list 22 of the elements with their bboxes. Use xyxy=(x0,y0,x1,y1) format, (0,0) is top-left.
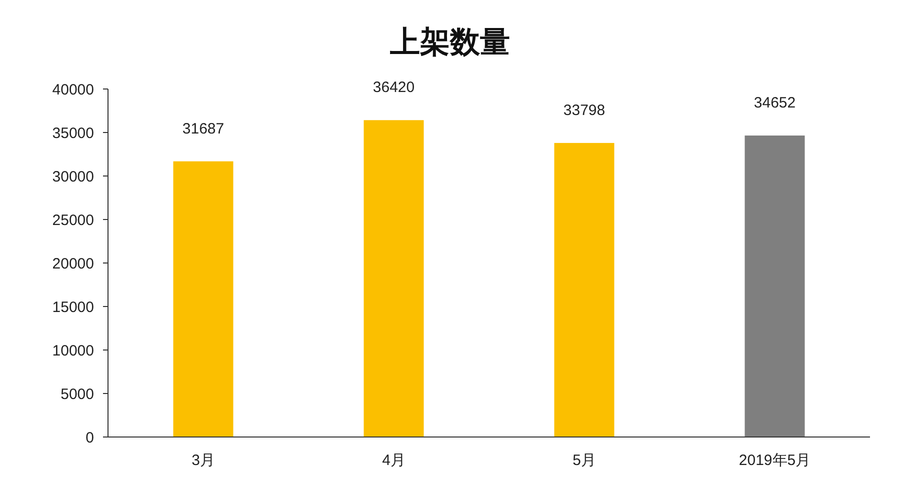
x-tick-label: 3月 xyxy=(192,452,215,469)
y-tick-label: 5000 xyxy=(60,386,94,403)
bar xyxy=(554,142,614,437)
data-label: 36420 xyxy=(372,79,415,96)
y-tick-label: 40000 xyxy=(52,81,94,98)
x-tick-label: 5月 xyxy=(572,452,596,469)
y-tick-label: 30000 xyxy=(52,168,94,186)
bar xyxy=(744,136,805,437)
chart-title: 上架数量 xyxy=(389,26,510,59)
x-tick-label: 2019年5月 xyxy=(738,452,811,469)
y-tick-label: 35000 xyxy=(52,124,94,142)
y-tick-label: 25000 xyxy=(52,212,94,229)
data-label: 31687 xyxy=(182,120,224,138)
y-tick-label: 10000 xyxy=(52,342,94,360)
bar xyxy=(364,120,424,437)
y-tick-label: 0 xyxy=(86,429,94,446)
y-tick-label: 20000 xyxy=(52,255,94,272)
x-tick-label: 4月 xyxy=(382,452,406,469)
bar xyxy=(173,161,234,437)
data-label: 34652 xyxy=(754,94,796,112)
y-tick-label: 15000 xyxy=(52,298,94,316)
data-label: 33798 xyxy=(563,102,606,119)
